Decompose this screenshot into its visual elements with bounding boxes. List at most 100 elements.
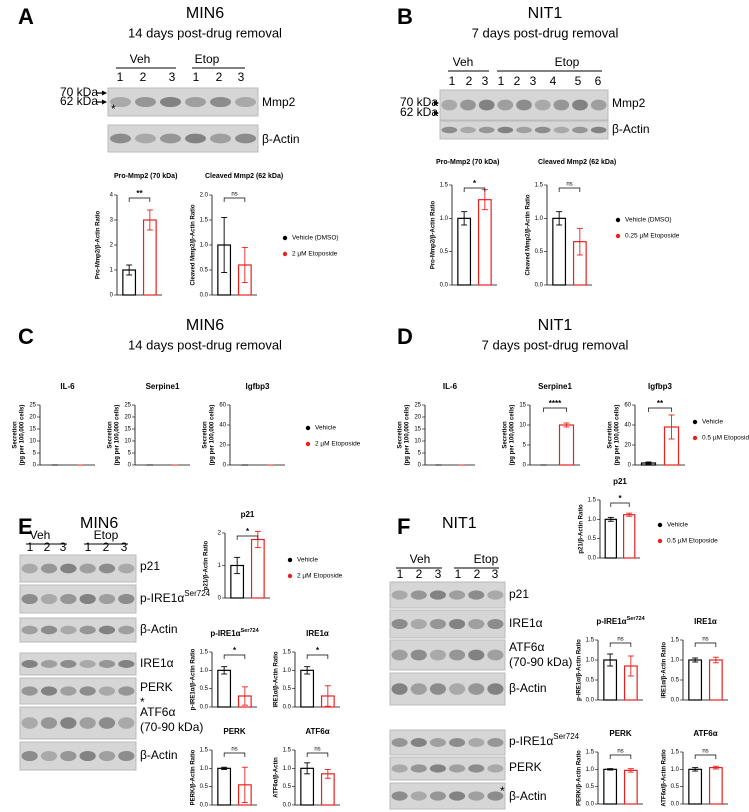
y-tick-label: 1.5	[440, 183, 449, 189]
blot-band	[98, 625, 116, 635]
band-label: IRE1α	[509, 616, 543, 630]
chart-title: PERK	[223, 727, 245, 736]
lane-label: 2	[466, 74, 473, 88]
significance-bracket	[558, 187, 581, 192]
y-tick-label: 20	[219, 443, 226, 449]
significance-bracket	[223, 197, 246, 202]
significance-bracket	[463, 187, 486, 192]
blot-band	[118, 750, 135, 762]
chart-title-main: ATF6α	[693, 729, 717, 738]
legend-label: Vehicle (DMSO)	[292, 235, 339, 242]
blot-band	[449, 791, 466, 801]
blot-band	[21, 625, 38, 635]
blot-band	[235, 133, 256, 144]
error-bar	[607, 653, 614, 667]
blot-band	[79, 750, 96, 762]
y-tick-label: 0.0	[283, 705, 292, 711]
band-label: IRE1α	[140, 656, 174, 670]
y-axis-label: p-IRE1α/β-Actin Ratio	[191, 648, 197, 710]
y-tick-label: 10	[519, 423, 526, 429]
legend-label: 0.5 µM Etoposide	[667, 538, 718, 545]
y-axis-label: Pro-Mmp2/β-Actin Ratio	[431, 201, 437, 270]
blot-band	[534, 99, 551, 111]
y-tick-label: 0.5	[535, 249, 544, 255]
y-tick-label: 1.5	[671, 638, 680, 644]
significance-label: ns	[231, 747, 237, 753]
y-axis-label: Secretion	[203, 421, 209, 449]
chart-title: p-IRE1αSer724	[210, 628, 259, 638]
blot-band	[429, 618, 446, 630]
lane-label: 3	[530, 74, 537, 88]
panel-title: MIN6	[186, 5, 224, 22]
y-axis-label: Pro-Mmp2/β-Actin Ratio	[96, 211, 102, 280]
blot-band	[590, 126, 607, 134]
blot	[19, 584, 137, 614]
y-axis-label: Secretion	[608, 421, 614, 449]
significance-bracket	[223, 752, 246, 757]
blot-band	[98, 563, 116, 574]
y-tick-label: 25	[414, 403, 421, 409]
y-tick-label: 0.0	[671, 698, 680, 704]
y-tick-label: 0.0	[671, 802, 680, 808]
bar	[708, 766, 723, 805]
band-label-sup: Ser724	[553, 732, 579, 741]
asterisk: *	[140, 695, 145, 709]
legend-marker	[287, 557, 293, 563]
blot-band	[449, 683, 466, 695]
band-label: β-Actin	[509, 681, 547, 695]
blot-band	[468, 649, 485, 661]
chart-title: Serpine1	[146, 382, 180, 391]
blot-band	[468, 791, 485, 801]
lane-label: 1	[455, 567, 462, 581]
blot-band	[487, 738, 504, 747]
chart-title-main: IRE1α	[694, 617, 717, 626]
band-label: Mmp2	[612, 96, 646, 110]
bar	[603, 768, 618, 805]
marker-label: 70 kDa	[60, 85, 98, 99]
blot-band	[487, 791, 504, 801]
blot-band	[410, 738, 427, 747]
blot-band	[135, 133, 156, 144]
y-axis-label: (pg per 100,000 cells)	[210, 405, 216, 466]
chart-title: p21	[241, 510, 255, 519]
error-bar	[668, 414, 675, 440]
marker-label: 62 kDa	[400, 105, 438, 119]
y-tick-label: 1.5	[200, 748, 209, 754]
blot-band	[460, 126, 476, 134]
y-tick-label: 20	[414, 415, 421, 421]
y-axis-label: (pg per 100,000 cells)	[510, 405, 516, 466]
y-tick-label: 20	[124, 415, 131, 421]
legend-label: 2 µM Etoposide	[297, 573, 343, 580]
chart-title: IRE1α	[306, 629, 329, 638]
blot-band	[40, 750, 58, 762]
blot-band	[487, 649, 504, 661]
blot	[19, 554, 137, 583]
error-bar	[126, 264, 133, 276]
y-tick-label: 0	[418, 463, 422, 469]
y-tick-label: 1.5	[535, 183, 544, 189]
band-label: PERK	[140, 680, 173, 694]
blot-band	[118, 563, 135, 574]
chart-title-main: Igfbp3	[246, 382, 271, 391]
chart-title: PERK	[609, 729, 631, 738]
blot-band	[40, 717, 58, 729]
significance-label: ns	[617, 749, 623, 755]
y-tick-label: 1.0	[586, 658, 595, 664]
legend-label: Vehicle	[315, 425, 336, 432]
y-axis-label: PERK/β-Actin Ratio	[191, 749, 197, 805]
blot-band	[410, 618, 427, 630]
y-axis-label: Secretion	[108, 421, 114, 449]
legend-marker	[305, 425, 311, 431]
y-tick-label: 1.0	[535, 216, 544, 222]
asterisk: *	[500, 784, 505, 798]
legend-label: Vehicle (DMSO)	[625, 217, 672, 224]
lane-label: 2	[474, 567, 481, 581]
significance-label: *	[233, 646, 237, 655]
blot-band	[118, 717, 135, 729]
legend-marker	[305, 441, 311, 447]
band-note: (70-90 kDa)	[140, 720, 203, 734]
blot-band	[429, 738, 446, 747]
error-bar	[324, 685, 331, 707]
y-tick-label: 1.5	[586, 750, 595, 756]
